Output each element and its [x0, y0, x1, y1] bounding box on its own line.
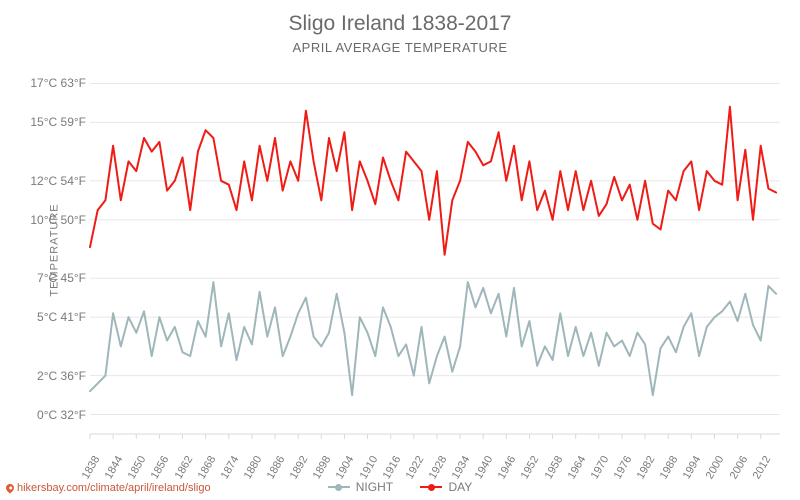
- chart-title: Sligo Ireland 1838-2017: [0, 12, 800, 36]
- y-tick-label: 12°C 54°F: [30, 174, 86, 188]
- legend-label-night: NIGHT: [356, 480, 393, 494]
- chart-subtitle: APRIL AVERAGE TEMPERATURE: [0, 40, 800, 55]
- chart-container: Sligo Ireland 1838-2017 APRIL AVERAGE TE…: [0, 0, 800, 500]
- legend-swatch-night: [328, 486, 350, 488]
- y-tick-label: 5°C 41°F: [37, 310, 86, 324]
- y-tick-label: 0°C 32°F: [37, 408, 86, 422]
- attribution: hikersbay.com/climate/april/ireland/slig…: [6, 482, 211, 494]
- legend-item-night: NIGHT: [328, 480, 393, 494]
- y-tick-label: 15°C 59°F: [30, 115, 86, 129]
- y-tick-label: 7°C 45°F: [37, 271, 86, 285]
- y-tick-label: 2°C 36°F: [37, 369, 86, 383]
- attribution-text: hikersbay.com/climate/april/ireland/slig…: [17, 482, 211, 494]
- plot-area: [90, 64, 780, 434]
- legend-swatch-day: [420, 486, 442, 488]
- legend-label-day: DAY: [448, 480, 472, 494]
- legend-item-day: DAY: [420, 480, 472, 494]
- y-tick-label: 17°C 63°F: [30, 76, 86, 90]
- plot-svg: [90, 64, 780, 434]
- y-tick-label: 10°C 50°F: [30, 213, 86, 227]
- map-pin-icon: [4, 482, 15, 493]
